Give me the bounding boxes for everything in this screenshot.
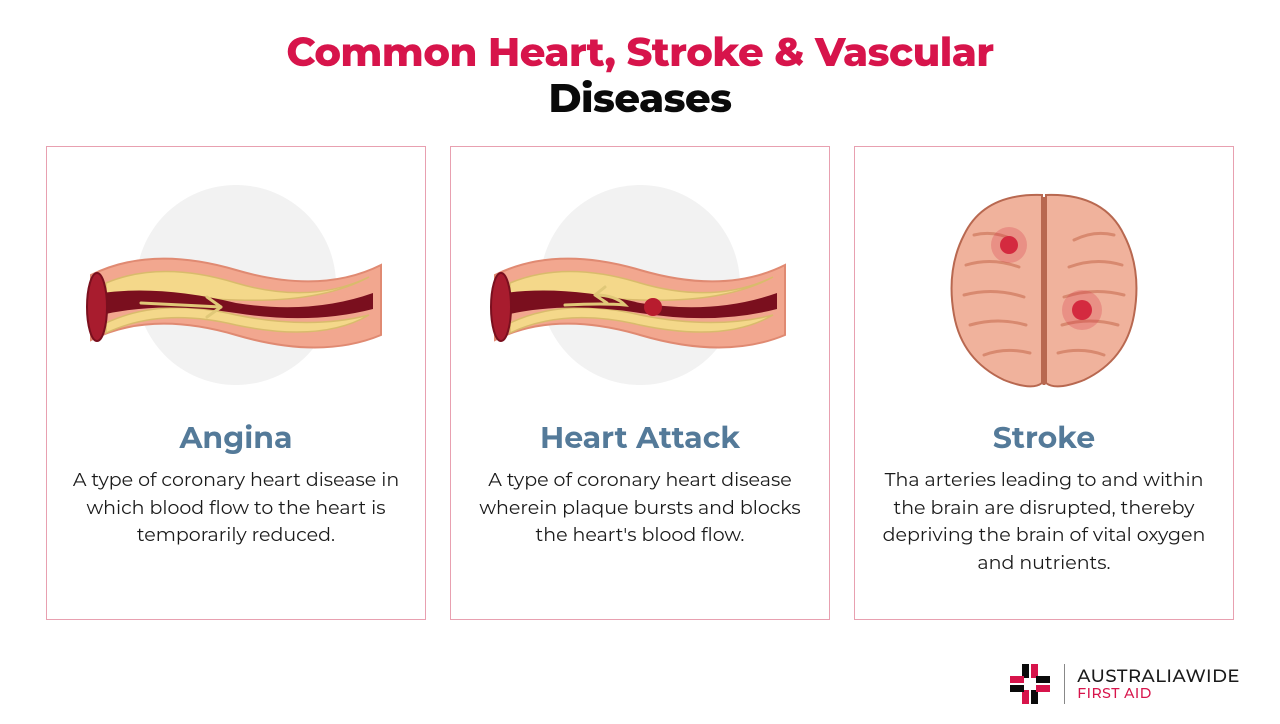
card-description: A type of coronary heart disease in whic… (69, 466, 403, 549)
logo-mark-icon (1008, 662, 1052, 706)
card-stroke: Stroke Tha arteries leading to and withi… (854, 146, 1234, 620)
card-title: Angina (179, 419, 292, 456)
brain-icon (877, 165, 1211, 415)
card-title: Stroke (993, 419, 1095, 456)
logo-divider (1064, 664, 1065, 704)
brand-logo: AUSTRALIAWIDE FIRST AID (1008, 662, 1240, 706)
card-title: Heart Attack (540, 419, 740, 456)
logo-line2: FIRST AID (1077, 686, 1240, 701)
card-heart-attack: Heart Attack A type of coronary heart di… (450, 146, 830, 620)
logo-text: AUSTRALIAWIDE FIRST AID (1077, 667, 1240, 701)
card-description: A type of coronary heart disease wherein… (473, 466, 807, 549)
card-description: Tha arteries leading to and within the b… (877, 466, 1211, 576)
title-line-base: Diseases (40, 76, 1240, 122)
title-line-accent: Common Heart, Stroke & Vascular (40, 30, 1240, 76)
artery-blocked-icon (473, 165, 807, 415)
artery-narrowed-icon (69, 165, 403, 415)
page-title: Common Heart, Stroke & Vascular Diseases (40, 30, 1240, 122)
card-angina: Angina A type of coronary heart disease … (46, 146, 426, 620)
cards-row: Angina A type of coronary heart disease … (40, 146, 1240, 620)
